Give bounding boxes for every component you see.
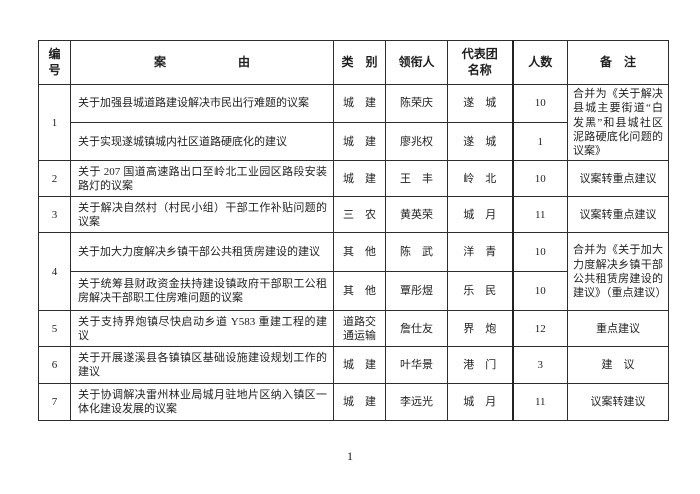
col-header-count: 人数 [511,40,568,85]
cell-count: 10 [511,83,568,124]
cell-category: 其 他 [333,232,386,273]
cell-count: 11 [511,383,568,422]
cell-remark: 建 议 [567,346,669,385]
cell-case: 关于 207 国道高速路出口至岭北工业园区路段安装路灯的议案 [70,160,334,198]
table-row: 5 关于支持界炮镇尽快启动乡道 Y583 重建工程的建议 道路交 通运输 詹仕友… [38,310,669,348]
cell-leader: 李远光 [385,383,448,422]
cell-category: 其 他 [333,271,386,312]
cell-delegation: 乐 民 [447,271,513,312]
col-header-category: 类 别 [333,40,386,85]
cell-count: 11 [511,196,568,234]
cell-category: 城 建 [333,346,386,385]
table-row: 2 关于 207 国道高速路出口至岭北工业园区路段安装路灯的议案 城 建 王 丰… [38,160,669,198]
cell-remark: 重点建议 [567,310,669,348]
cell-count: 12 [511,310,568,348]
cell-leader: 廖兆权 [385,122,448,162]
cell-id: 3 [38,196,71,234]
cell-id: 6 [38,346,71,385]
cell-remark: 议案转重点建议 [567,196,669,234]
proposals-table: 编 号 案 由 类 别 领衔人 代表团 名称 人数 备 注 1 关于加强县城道路… [38,40,669,422]
cell-id: 2 [38,160,71,198]
cell-leader: 黄英荣 [385,196,448,234]
cell-case: 关于统筹县财政资金扶持建设镇政府干部职工公租房解决干部职工住房难问题的议案 [70,271,334,312]
cell-remark: 合并为《关于解决县城主要街道“白发黑”和县城社区泥路硬底化问题的议案》 [567,83,669,162]
cell-delegation: 港 门 [447,346,513,385]
cell-case: 关于支持界炮镇尽快启动乡道 Y583 重建工程的建议 [70,310,334,348]
cell-category: 城 建 [333,122,386,162]
cell-leader: 陈 武 [385,232,448,273]
cell-leader: 詹仕友 [385,310,448,348]
cell-delegation: 遂 城 [447,83,513,124]
cell-category: 道路交 通运输 [333,310,386,348]
table-row: 7 关于协调解决雷州林业局城月驻地片区纳入镇区一体化建设发展的议案 城 建 李远… [38,383,669,422]
cell-case: 关于加大力度解决乡镇干部公共租赁房建设的建议 [70,232,334,273]
col-header-remark: 备 注 [567,40,669,85]
cell-count: 10 [511,271,568,312]
col-header-case: 案 由 [70,40,334,85]
table-row: 1 关于加强县城道路建设解决市民出行难题的议案 城 建 陈荣庆 遂 城 10 合… [38,83,669,162]
cell-delegation: 遂 城 [447,122,513,162]
table-row: 关于统筹县财政资金扶持建设镇政府干部职工公租房解决干部职工住房难问题的议案 其 … [39,271,669,312]
col-header-id: 编 号 [38,40,71,85]
table-row: 关于实现遂城镇城内社区道路硬底化的建议 城 建 廖兆权 遂 城 1 [39,122,669,162]
col-header-leader: 领衔人 [385,40,448,85]
cell-delegation: 城 月 [447,383,513,422]
cell-id: 1 [38,83,71,162]
cell-id: 4 [38,232,71,312]
cell-category: 城 建 [333,160,386,198]
cell-remark: 议案转重点建议 [567,160,669,198]
cell-remark: 合并为《关于加大力度解决乡镇干部公共租赁房建设的建议》（重点建议） [567,232,669,312]
cell-case: 关于协调解决雷州林业局城月驻地片区纳入镇区一体化建设发展的议案 [70,383,334,422]
cell-remark: 议案转建议 [567,383,669,422]
cell-leader: 叶华景 [385,346,448,385]
cell-leader: 陈荣庆 [385,83,448,124]
table-row: 3 关于解决自然村（村民小组）干部工作补贴问题的议案 三 农 黄英荣 城 月 1… [38,196,669,234]
cell-count: 10 [511,232,568,273]
cell-delegation: 城 月 [447,196,513,234]
cell-id: 5 [38,310,71,348]
cell-category: 三 农 [333,196,386,234]
cell-category: 城 建 [333,383,386,422]
cell-delegation: 岭 北 [447,160,513,198]
cell-case: 关于解决自然村（村民小组）干部工作补贴问题的议案 [70,196,334,234]
cell-category: 城 建 [333,83,386,124]
cell-count: 10 [511,160,568,198]
cell-delegation: 洋 青 [447,232,513,273]
cell-case: 关于实现遂城镇城内社区道路硬底化的建议 [70,122,334,162]
cell-count: 3 [511,346,568,385]
cell-case: 关于开展遂溪县各镇镇区基础设施建设规划工作的建议 [70,346,334,385]
cell-case: 关于加强县城道路建设解决市民出行难题的议案 [70,83,334,124]
table-header-row: 编 号 案 由 类 别 领衔人 代表团 名称 人数 备 注 [38,40,669,85]
table-row: 4 关于加大力度解决乡镇干部公共租赁房建设的建议 其 他 陈 武 洋 青 10 … [38,232,669,312]
table-row: 6 关于开展遂溪县各镇镇区基础设施建设规划工作的建议 城 建 叶华景 港 门 3… [38,346,669,385]
cell-count: 1 [511,122,568,162]
page-number: 1 [347,449,353,463]
col-header-delegation: 代表团 名称 [447,40,513,85]
cell-id: 7 [38,383,71,422]
cell-leader: 王 丰 [385,160,448,198]
cell-leader: 覃彤煜 [385,271,448,312]
cell-delegation: 界 炮 [447,310,513,348]
